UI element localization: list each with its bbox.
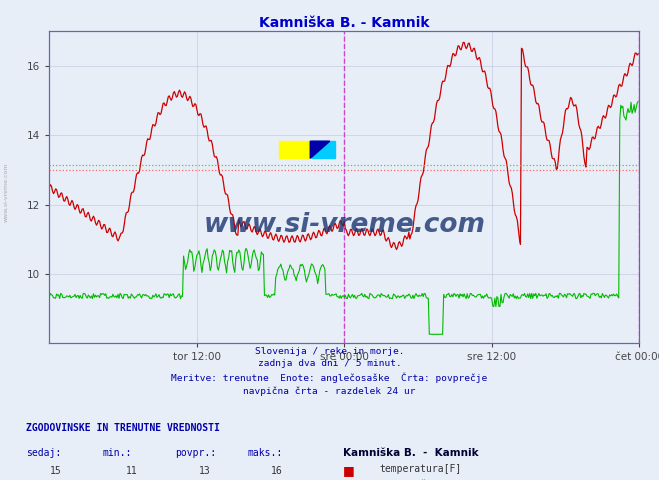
Text: maks.:: maks.: (247, 448, 282, 458)
Text: povpr.:: povpr.: (175, 448, 215, 458)
Text: Kamniška B.  -  Kamnik: Kamniška B. - Kamnik (343, 448, 478, 458)
Title: Kamniška B. - Kamnik: Kamniška B. - Kamnik (259, 16, 430, 30)
Text: sedaj:: sedaj: (26, 448, 61, 458)
Text: ZGODOVINSKE IN TRENUTNE VREDNOSTI: ZGODOVINSKE IN TRENUTNE VREDNOSTI (26, 423, 220, 433)
Text: www.si-vreme.com: www.si-vreme.com (4, 162, 9, 222)
Text: ■: ■ (343, 464, 355, 477)
Text: 15: 15 (50, 466, 62, 476)
Polygon shape (310, 141, 330, 158)
Text: 16: 16 (271, 466, 283, 476)
Text: www.si-vreme.com: www.si-vreme.com (204, 212, 485, 238)
Bar (312, 141, 335, 158)
Text: 13: 13 (198, 466, 210, 476)
Text: temperatura[F]: temperatura[F] (379, 464, 461, 474)
Text: Slovenija / reke in morje.
zadnja dva dni / 5 minut.
Meritve: trenutne  Enote: a: Slovenija / reke in morje. zadnja dva dn… (171, 347, 488, 396)
Text: 11: 11 (126, 466, 138, 476)
Text: min.:: min.: (102, 448, 132, 458)
Bar (279, 141, 312, 158)
